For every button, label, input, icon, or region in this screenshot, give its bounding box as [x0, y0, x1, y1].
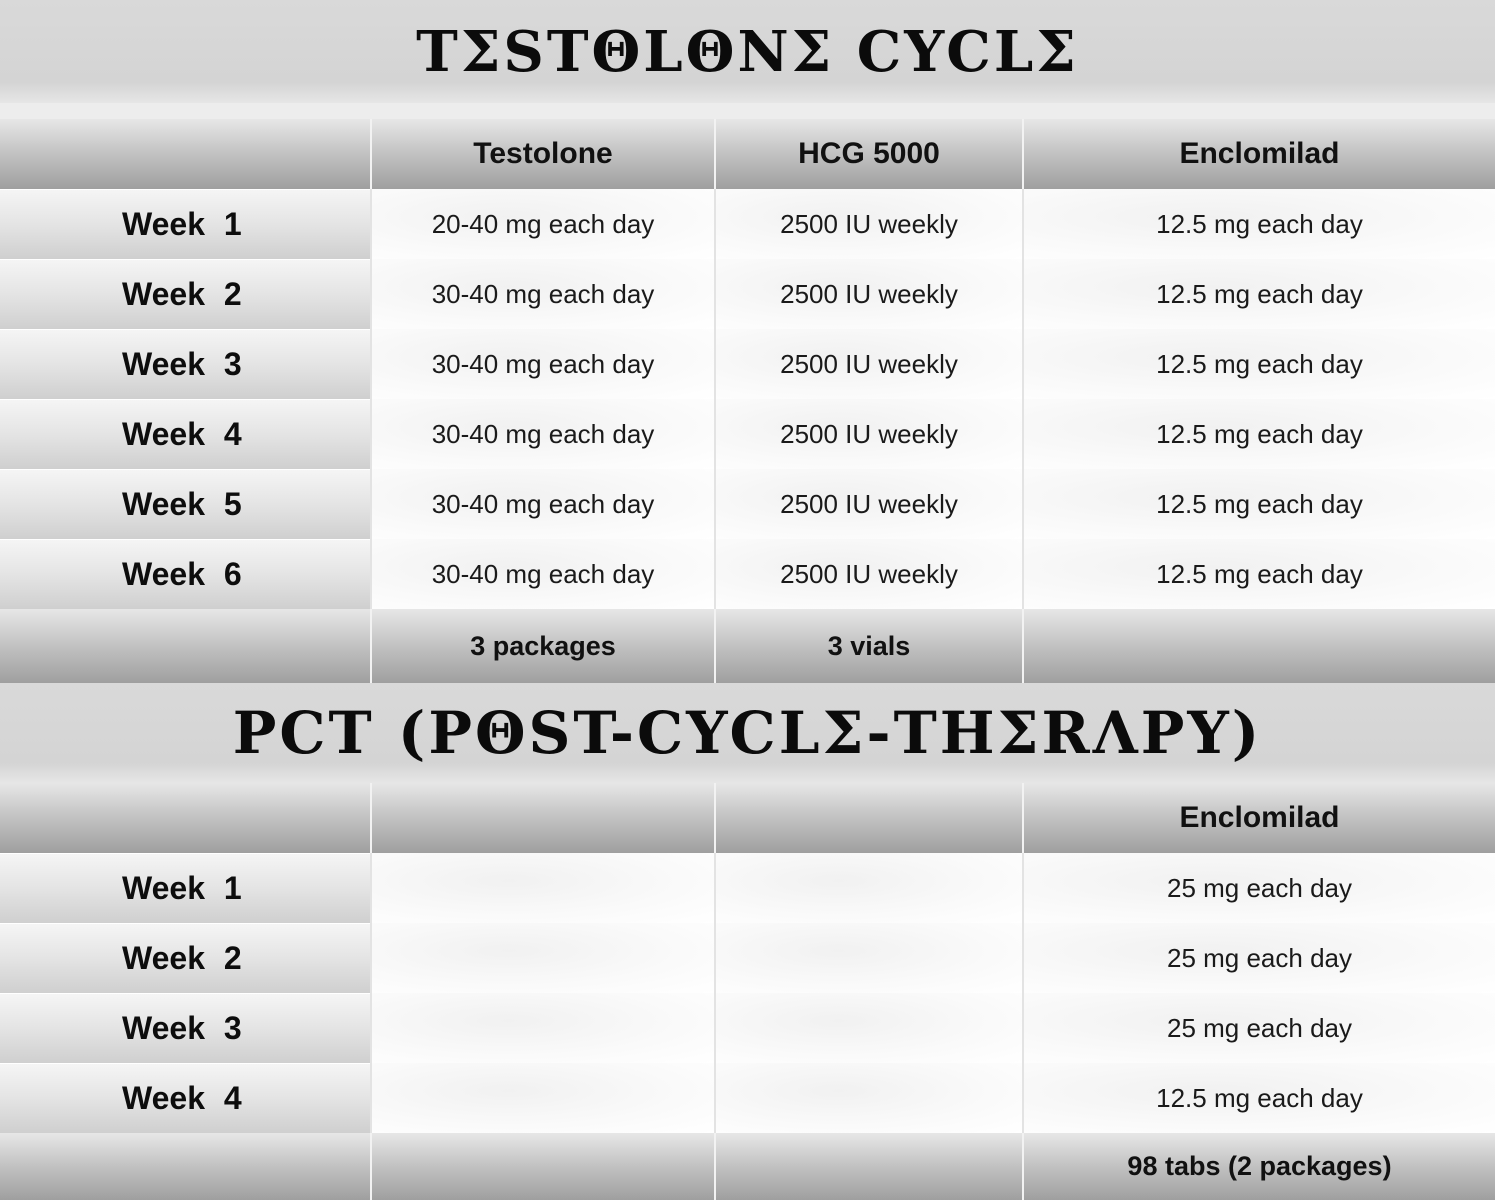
totals-cell-empty [370, 1133, 714, 1200]
testolone-dose: 20-40 mg each day [370, 189, 714, 259]
enclomilad-dose: 12.5 mg each day [1022, 469, 1495, 539]
pct-body: Week 1 25 mg each day Week 2 25 mg each … [0, 853, 1495, 1133]
testolone-dose: 30-40 mg each day [370, 469, 714, 539]
table-row: Week 5 30-40 mg each day 2500 IU weekly … [0, 469, 1495, 539]
pct-totals-row: 98 tabs (2 packages) [0, 1133, 1495, 1200]
hcg-dose: 2500 IU weekly [714, 329, 1022, 399]
enclomilad-dose: 25 mg each day [1022, 923, 1495, 993]
hcg-dose: 2500 IU weekly [714, 469, 1022, 539]
cycle-header-row: Testolone HCG 5000 Enclomilad [0, 119, 1495, 189]
empty-cell [714, 923, 1022, 993]
header-testolone: Testolone [370, 119, 714, 189]
hcg-total: 3 vials [714, 609, 1022, 683]
week-label: Week 3 [0, 329, 370, 399]
enclomilad-dose: 12.5 mg each day [1022, 189, 1495, 259]
cycle-spacer [0, 103, 1495, 119]
week-label: Week 4 [0, 1063, 370, 1133]
empty-cell [714, 993, 1022, 1063]
header-cell-empty [0, 783, 370, 853]
cycle-body: Week 1 20-40 mg each day 2500 IU weekly … [0, 189, 1495, 609]
testolone-total: 3 packages [370, 609, 714, 683]
header-enclomilad: Enclomilad [1022, 119, 1495, 189]
testolone-dose: 30-40 mg each day [370, 259, 714, 329]
empty-cell [370, 993, 714, 1063]
table-row: Week 4 30-40 mg each day 2500 IU weekly … [0, 399, 1495, 469]
totals-cell-empty [0, 609, 370, 683]
enclomilad-dose: 12.5 mg each day [1022, 1063, 1495, 1133]
header-cell-empty [714, 783, 1022, 853]
week-label: Week 1 [0, 189, 370, 259]
empty-cell [370, 853, 714, 923]
week-label: Week 5 [0, 469, 370, 539]
header-enclomilad: Enclomilad [1022, 783, 1495, 853]
pct-title: PCT (PΘST-CYCLΣ-THΣRΛPY) [232, 699, 1263, 767]
table-row: Week 1 25 mg each day [0, 853, 1495, 923]
table-row: Week 4 12.5 mg each day [0, 1063, 1495, 1133]
cycle-totals-row: 3 packages 3 vials [0, 609, 1495, 683]
pct-title-band: PCT (PΘST-CYCLΣ-THΣRΛPY) [0, 683, 1495, 783]
table-row: Week 2 30-40 mg each day 2500 IU weekly … [0, 259, 1495, 329]
empty-cell [370, 1063, 714, 1133]
cycle-title-band: TΣSTΘLΘNΣ CYCLΣ [0, 0, 1495, 103]
week-label: Week 4 [0, 399, 370, 469]
testolone-dose: 30-40 mg each day [370, 399, 714, 469]
header-cell-empty [0, 119, 370, 189]
week-label: Week 1 [0, 853, 370, 923]
empty-cell [714, 1063, 1022, 1133]
empty-cell [370, 923, 714, 993]
cycle-title: TΣSTΘLΘNΣ CYCLΣ [416, 18, 1079, 85]
hcg-dose: 2500 IU weekly [714, 539, 1022, 609]
week-label: Week 6 [0, 539, 370, 609]
hcg-dose: 2500 IU weekly [714, 189, 1022, 259]
enclomilad-dose: 12.5 mg each day [1022, 539, 1495, 609]
table-row: Week 3 25 mg each day [0, 993, 1495, 1063]
pct-header-row: Enclomilad [0, 783, 1495, 853]
header-cell-empty [370, 783, 714, 853]
enclomilad-dose: 12.5 mg each day [1022, 329, 1495, 399]
totals-cell-empty [714, 1133, 1022, 1200]
table-row: Week 3 30-40 mg each day 2500 IU weekly … [0, 329, 1495, 399]
enclomilad-total [1022, 609, 1495, 683]
table-row: Week 2 25 mg each day [0, 923, 1495, 993]
week-label: Week 2 [0, 259, 370, 329]
hcg-dose: 2500 IU weekly [714, 259, 1022, 329]
testolone-dose: 30-40 mg each day [370, 539, 714, 609]
enclomilad-dose: 12.5 mg each day [1022, 259, 1495, 329]
week-label: Week 2 [0, 923, 370, 993]
enclomilad-total: 98 tabs (2 packages) [1022, 1133, 1495, 1200]
enclomilad-dose: 25 mg each day [1022, 993, 1495, 1063]
header-hcg: HCG 5000 [714, 119, 1022, 189]
totals-cell-empty [0, 1133, 370, 1200]
week-label: Week 3 [0, 993, 370, 1063]
testolone-dose: 30-40 mg each day [370, 329, 714, 399]
enclomilad-dose: 12.5 mg each day [1022, 399, 1495, 469]
hcg-dose: 2500 IU weekly [714, 399, 1022, 469]
enclomilad-dose: 25 mg each day [1022, 853, 1495, 923]
table-row: Week 1 20-40 mg each day 2500 IU weekly … [0, 189, 1495, 259]
pct-table: Enclomilad Week 1 25 mg each day Week 2 … [0, 783, 1495, 1200]
cycle-table: Testolone HCG 5000 Enclomilad Week 1 20-… [0, 119, 1495, 683]
empty-cell [714, 853, 1022, 923]
table-row: Week 6 30-40 mg each day 2500 IU weekly … [0, 539, 1495, 609]
